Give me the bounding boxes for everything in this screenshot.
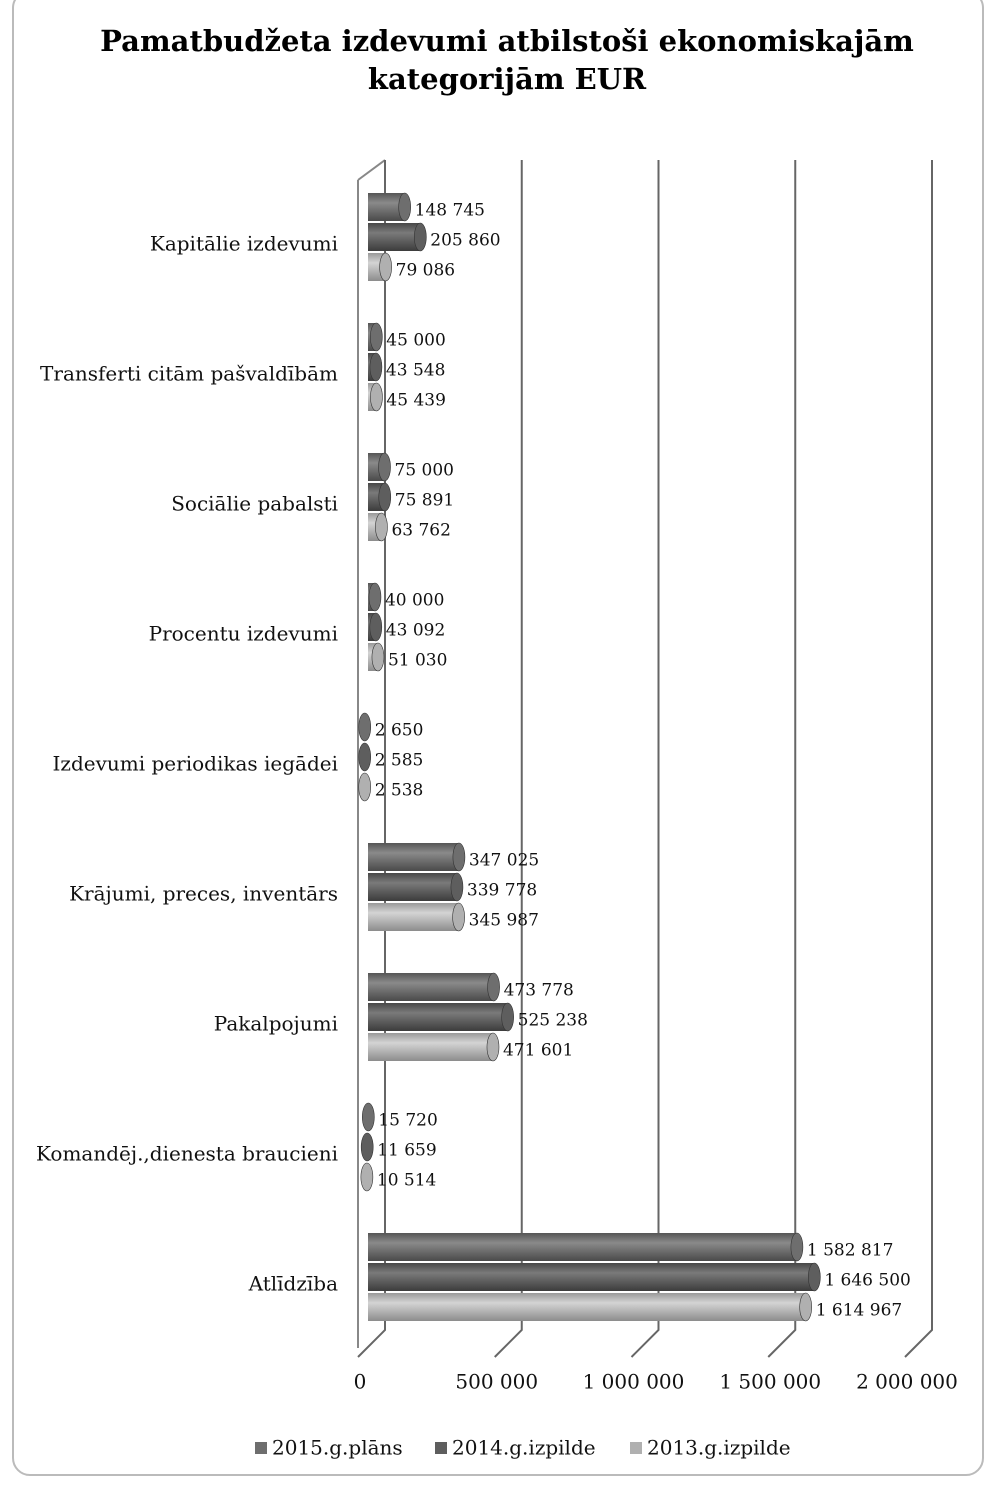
bar-cap: [790, 1232, 804, 1262]
category-label: Atlīdzība: [248, 1272, 338, 1296]
bar: [368, 903, 459, 931]
bar: [368, 873, 457, 901]
bar-cap: [452, 842, 466, 872]
grid-line: [904, 160, 933, 1358]
grid-line: [630, 160, 660, 1358]
bar-cap: [369, 352, 383, 382]
bar-cap: [358, 712, 372, 742]
value-label: 347 025: [469, 851, 539, 871]
category-label: Sociālie pabalsti: [171, 492, 338, 516]
x-tick-label: 500 000: [455, 1370, 538, 1394]
category-label: Transferti citām pašvaldībām: [40, 362, 338, 386]
value-label: 339 778: [467, 881, 537, 901]
bar-cap: [361, 1102, 375, 1132]
bar-cap: [379, 252, 392, 282]
bar: [368, 1233, 797, 1261]
category-label: Komandēj.,dienesta braucieni: [36, 1142, 338, 1166]
grid-line: [767, 160, 797, 1358]
value-label: 1 614 967: [816, 1301, 903, 1321]
bar-cap: [360, 1132, 374, 1162]
value-label: 11 659: [377, 1141, 436, 1161]
value-label: 63 762: [391, 521, 450, 541]
bar-cap: [358, 742, 372, 772]
value-label: 40 000: [385, 591, 444, 611]
bar-cap: [414, 222, 427, 252]
bar-cap: [371, 642, 385, 672]
bar-cap: [370, 382, 383, 412]
legend-swatch: [630, 1442, 642, 1454]
value-label: 205 860: [430, 231, 500, 251]
bar-cap: [487, 972, 500, 1002]
bar-cap: [398, 192, 411, 222]
legend-swatch: [435, 1442, 447, 1454]
grid-line: [357, 160, 386, 1358]
x-tick-label: 0: [354, 1370, 367, 1394]
category-label: Pakalpojumi: [214, 1012, 338, 1036]
value-label: 43 092: [386, 621, 445, 641]
bar-cap: [375, 512, 388, 542]
value-label: 473 778: [504, 981, 574, 1001]
legend-label: 2013.g.izpilde: [647, 1436, 791, 1460]
chart-title: Pamatbudžeta izdevumi atbilstoši ekonomi…: [100, 24, 914, 96]
value-label: 75 891: [395, 491, 454, 511]
legend-swatch: [255, 1442, 267, 1454]
bar: [368, 1263, 815, 1291]
value-label: 148 745: [415, 201, 485, 221]
value-label: 471 601: [503, 1041, 573, 1061]
bar-cap: [450, 872, 464, 902]
value-label: 45 439: [386, 391, 445, 411]
bar-cap: [452, 902, 465, 932]
legend-label: 2014.g.izpilde: [452, 1436, 596, 1460]
value-label: 51 030: [388, 651, 447, 671]
value-label: 525 238: [518, 1011, 588, 1031]
bar-cap: [368, 582, 382, 612]
bar-cap: [378, 452, 391, 482]
bar-cap: [799, 1292, 812, 1322]
bar-cap: [486, 1032, 500, 1062]
category-label: Krājumi, preces, inventārs: [69, 882, 338, 906]
bar: [368, 223, 421, 251]
value-label: 2 585: [375, 751, 424, 771]
value-label: 345 987: [469, 911, 539, 931]
value-label: 43 548: [386, 361, 445, 381]
bar: [368, 1003, 508, 1031]
x-tick-label: 1 500 000: [719, 1370, 821, 1394]
value-label: 2 650: [375, 721, 424, 741]
value-label: 2 538: [375, 781, 424, 801]
grid-line: [494, 160, 523, 1358]
bar-cap: [370, 322, 383, 352]
value-label: 1 582 817: [807, 1241, 894, 1261]
value-label: 45 000: [386, 331, 445, 351]
value-label: 75 000: [395, 461, 454, 481]
bar-cap: [360, 1162, 374, 1192]
bar-cap: [369, 612, 383, 642]
bar: [368, 1293, 806, 1321]
bar-cap: [378, 482, 392, 512]
bar: [368, 973, 494, 1001]
left-wall-top: [357, 159, 386, 181]
value-label: 79 086: [396, 261, 455, 281]
legend-label: 2015.g.plāns: [272, 1436, 403, 1460]
value-label: 15 720: [378, 1111, 437, 1131]
x-tick-label: 1 000 000: [583, 1370, 685, 1394]
value-label: 1 646 500: [824, 1271, 911, 1291]
x-tick-label: 2 000 000: [856, 1370, 958, 1394]
bar-cap: [808, 1262, 821, 1292]
value-label: 10 514: [377, 1171, 436, 1191]
bar: [368, 1033, 493, 1061]
category-label: Izdevumi periodikas iegādei: [53, 752, 338, 776]
bar: [368, 843, 459, 871]
category-label: Procentu izdevumi: [149, 622, 338, 646]
bar-cap: [358, 772, 371, 802]
chart-frame: [12, 0, 984, 1476]
category-label: Kapitālie izdevumi: [150, 232, 338, 256]
bar-cap: [501, 1002, 514, 1032]
